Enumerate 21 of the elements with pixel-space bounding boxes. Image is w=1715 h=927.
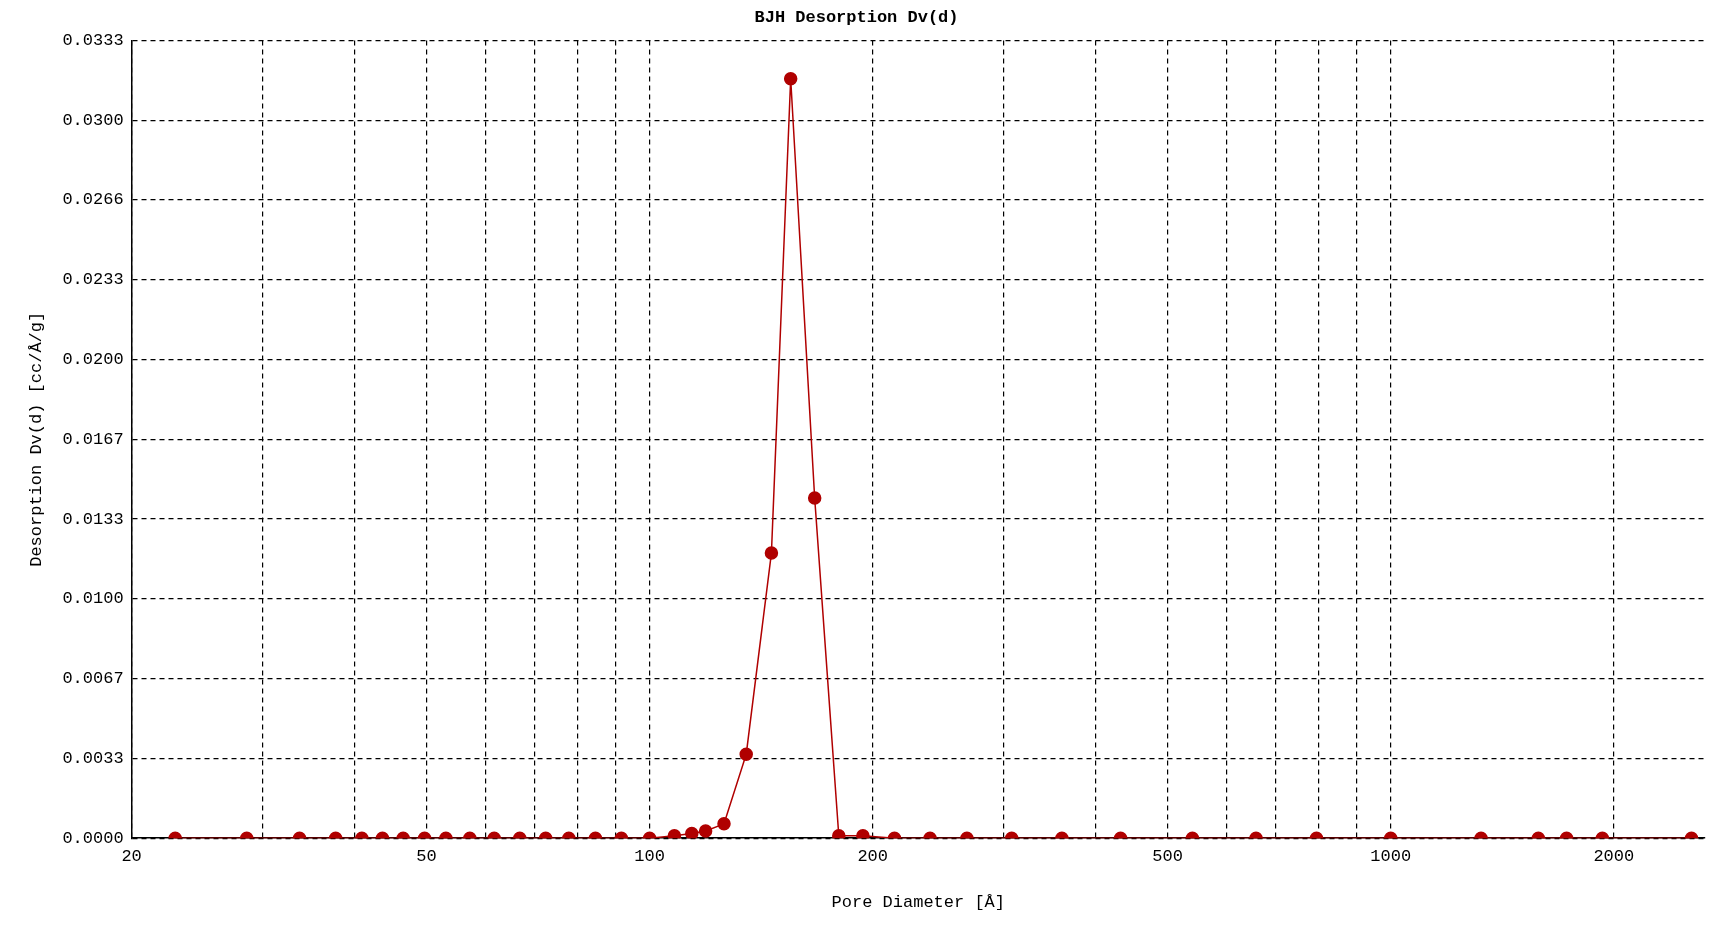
x-tick-label: 500	[1152, 846, 1183, 866]
y-tick-label: 0.0300	[62, 110, 124, 130]
y-tick-label: 0.0200	[62, 350, 124, 370]
x-tick-label: 1000	[1370, 846, 1412, 866]
y-tick-label: 0.0167	[62, 429, 124, 449]
y-tick-label: 0.0100	[62, 589, 124, 609]
y-tick-label: 0.0333	[62, 30, 124, 50]
y-tick-label: 0.0233	[62, 270, 124, 290]
x-tick-label: 50	[416, 846, 437, 866]
x-tick-label: 100	[634, 846, 665, 866]
y-tick-label: 0.0033	[62, 748, 124, 768]
y-tick-label: 0.0067	[62, 669, 124, 689]
chart-title: BJH Desorption Dv(d)	[754, 8, 959, 28]
x-axis-title: Pore Diameter [Å]	[831, 893, 1006, 913]
x-tick-label: 200	[857, 846, 889, 866]
y-axis-title: Desorption Dv(d) [cc/Å/g]	[26, 311, 46, 567]
y-tick-label: 0.0000	[62, 828, 124, 848]
x-tick-label: 20	[121, 846, 142, 866]
x-tick-label: 2000	[1593, 846, 1635, 866]
y-tick-label: 0.0133	[62, 509, 124, 529]
y-tick-label: 0.0266	[62, 190, 124, 210]
